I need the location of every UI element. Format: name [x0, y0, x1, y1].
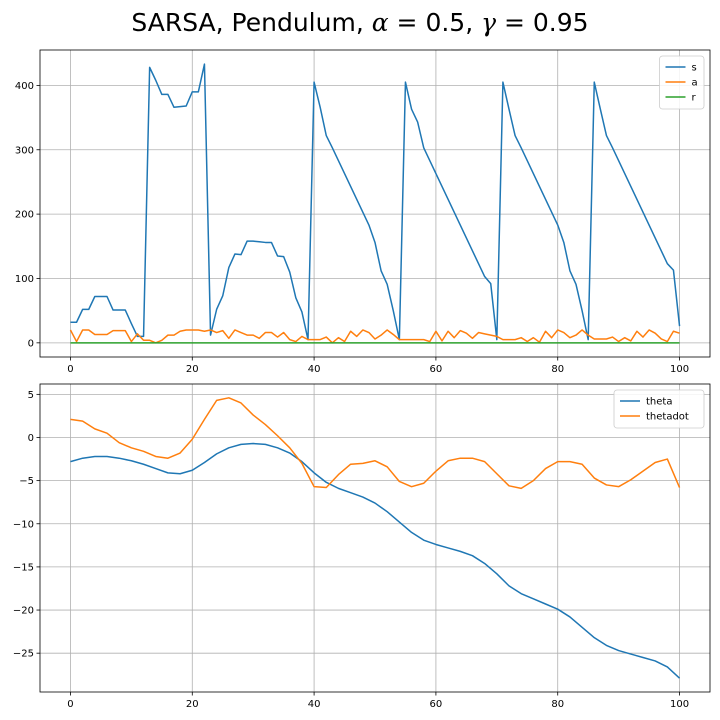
panel-2-xtick-label-0: 0 [67, 699, 73, 710]
figure-title: SARSA, Pendulum, α = 0.5, γ = 0.95 [0, 8, 720, 37]
panel-1-background [40, 50, 710, 357]
panel-1-xtick-label-40: 40 [308, 364, 321, 375]
panel-1-xtick-label-60: 60 [430, 364, 443, 375]
panel-2: 0 20 40 60 80 100 5 0 −5 −10 −15 −20 −25 theta thetado… [13, 383, 711, 710]
panel-1-xtick-label-80: 80 [551, 364, 564, 375]
alpha-symbol: α [371, 8, 389, 37]
panel-1-ytick-label-0: 0 [28, 338, 34, 349]
panel-1-ytick-label-100: 100 [15, 274, 34, 285]
panel-1-legend-label-s: s [692, 63, 697, 74]
gamma-value: = 0.95 [496, 8, 589, 37]
panel-2-ytick-label--15: −15 [13, 562, 34, 573]
panel-2-legend: theta thetadot [613, 389, 705, 429]
panel-1-legend-label-a: a [692, 78, 698, 89]
panel-2-xtick-label-60: 60 [430, 699, 443, 710]
panel-1-xtick-label-0: 0 [67, 364, 73, 375]
panel-1-xtick-label-100: 100 [670, 364, 689, 375]
panel-2-ytick-label--25: −25 [13, 649, 34, 660]
panel-2-series-thetadot [70, 397, 681, 490]
panel-1-series-s [70, 63, 681, 341]
panel-1-ytick-label-300: 300 [15, 145, 34, 156]
panel-2-xtick-label-80: 80 [551, 699, 564, 710]
panel-2-ytick-label--10: −10 [13, 519, 34, 530]
panel-2-xtick-label-40: 40 [308, 699, 321, 710]
title-prefix: SARSA, Pendulum, [131, 8, 372, 37]
gamma-symbol: γ [481, 8, 497, 37]
panel-1-legend-label-r: r [692, 93, 697, 104]
panel-1-series-a [69, 329, 680, 344]
panel-1: 0 20 40 60 80 100 0 100 200 300 400 sar [15, 49, 711, 375]
panel-1-ytick-label-400: 400 [15, 81, 34, 92]
panel-2-xtick-label-100: 100 [670, 699, 689, 710]
panel-2-ytick-label--20: −20 [13, 606, 34, 617]
panel-1-xtick-label-20: 20 [186, 364, 199, 375]
panel-2-ytick-label-5: 5 [28, 390, 34, 401]
panel-2-frame [39, 383, 711, 693]
panel-2-ytick-label--5: −5 [19, 476, 34, 487]
panel-2-legend-label-thetadot: thetadot [646, 412, 689, 423]
panel-2-series-theta [70, 442, 681, 679]
panel-1-legend: sar [659, 55, 705, 110]
panel-2-legend-label-theta: theta [646, 397, 672, 408]
panel-2-ytick-label-0: 0 [28, 433, 34, 444]
panel-1-ytick-label-200: 200 [15, 210, 34, 221]
panel-1-frame [39, 49, 711, 358]
panel-2-legend-box [613, 389, 705, 429]
alpha-value: = 0.5, [388, 8, 482, 37]
panel-2-background [40, 384, 710, 692]
panel-2-xtick-label-20: 20 [186, 699, 199, 710]
